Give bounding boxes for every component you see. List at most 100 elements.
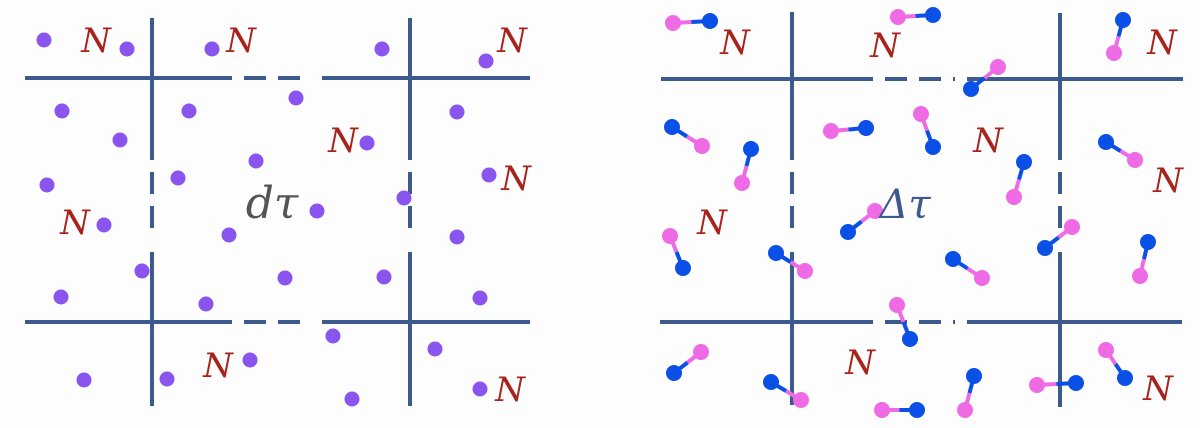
cell-count-label: N (59, 203, 91, 243)
pink-atom (913, 106, 929, 122)
diatomic-molecule (963, 59, 1006, 97)
pink-atom (693, 344, 709, 360)
diatomic-molecule (734, 141, 759, 191)
atom-dot (449, 104, 465, 120)
pink-atom (665, 15, 681, 31)
diatomic-molecule (945, 251, 990, 286)
pink-atom (1064, 219, 1080, 235)
pink-atom (889, 297, 905, 313)
blue-atom (840, 224, 856, 240)
blue-atom (1115, 12, 1131, 28)
atom-dot (344, 391, 360, 407)
blue-atom (1098, 134, 1114, 150)
atom-dot (53, 289, 69, 305)
blue-atom (963, 81, 979, 97)
atom-dot (481, 167, 497, 183)
cell-count-label: N (327, 121, 359, 161)
atom-dot (427, 341, 443, 357)
atom-dot (119, 41, 135, 57)
atom-dot (221, 227, 237, 243)
diatomic-molecule (763, 374, 809, 408)
diatomic-molecule (823, 120, 874, 139)
atom-dot (472, 381, 488, 397)
pink-atom (1098, 342, 1114, 358)
diatomic-molecule (957, 368, 982, 418)
pink-atom (793, 392, 809, 408)
pink-atom (823, 123, 839, 139)
cell-count-label: N (500, 159, 532, 199)
pink-atom (874, 402, 890, 418)
diatomic-molecule (662, 228, 691, 276)
atom-dot (396, 190, 412, 206)
atom-dot (204, 41, 220, 57)
diatomic-molecule (890, 7, 941, 25)
diatomic-molecule (1132, 234, 1156, 284)
cell-count-label: N (1142, 369, 1174, 409)
diatomic-molecule (889, 297, 918, 347)
pink-atom (797, 263, 813, 279)
blue-atom (666, 365, 682, 381)
diatomic-molecule (1029, 375, 1084, 393)
blue-atom (664, 119, 680, 135)
atom-dot (198, 296, 214, 312)
cell-count-label: N (719, 23, 751, 63)
cell-count-label: N (972, 121, 1004, 161)
blue-atom (1016, 154, 1032, 170)
atom-dot (39, 177, 55, 193)
diatomic-molecule (1006, 154, 1032, 205)
blue-atom (1140, 234, 1156, 250)
blue-atom (702, 13, 718, 29)
diatomic-molecule (666, 344, 709, 381)
blue-atom (675, 260, 691, 276)
delta-tau-label: Δτ (877, 182, 931, 228)
cell-count-label: N (1146, 23, 1178, 63)
pink-atom (1029, 377, 1045, 393)
cell-count-label: N (869, 26, 901, 66)
atom-dot (54, 103, 70, 119)
left-panel-atoms: N N N N N N N N (25, 18, 532, 410)
pink-atom (990, 59, 1006, 75)
pink-atom (1106, 45, 1122, 61)
atom-dot (76, 372, 92, 388)
pink-atom (974, 270, 990, 286)
diatomic-molecule (1037, 219, 1080, 256)
pink-atom (867, 203, 883, 219)
blue-atom (945, 251, 961, 267)
blue-atom (925, 7, 941, 23)
diatomic-molecule (1106, 12, 1131, 61)
diatomic-molecule (664, 119, 710, 154)
atom-dot (159, 371, 175, 387)
diatomic-molecule (1098, 134, 1143, 168)
atom-dot (181, 103, 197, 119)
atom-dot (134, 263, 150, 279)
atom-dot (472, 290, 488, 306)
pink-atom (1132, 268, 1148, 284)
atom-dot (325, 328, 341, 344)
blue-atom (768, 245, 784, 261)
atom-dot (170, 170, 186, 186)
atom-dot (277, 270, 293, 286)
cell-count-label: N (80, 21, 112, 61)
pink-atom (694, 138, 710, 154)
atom-dot (248, 153, 264, 169)
blue-atom (743, 141, 759, 157)
atom-dot (36, 32, 52, 48)
pink-atom (1006, 189, 1022, 205)
pink-atom (957, 402, 973, 418)
pink-atom (890, 9, 906, 25)
cell-count-label: N (494, 370, 526, 410)
pink-atom (734, 175, 750, 191)
blue-atom (909, 402, 925, 418)
diatomic-molecule (665, 13, 718, 31)
cell-count-label: N (696, 203, 728, 243)
pink-atom (662, 228, 678, 244)
atom-dot (112, 132, 128, 148)
atom-dot (309, 203, 325, 219)
cell-count-label: N (844, 343, 876, 383)
diatomic-molecule (913, 106, 941, 155)
diatomic-molecule (1098, 342, 1133, 386)
pink-atom (1127, 152, 1143, 168)
diatomic-molecule (768, 245, 813, 279)
cell-count-label: N (1152, 161, 1184, 201)
